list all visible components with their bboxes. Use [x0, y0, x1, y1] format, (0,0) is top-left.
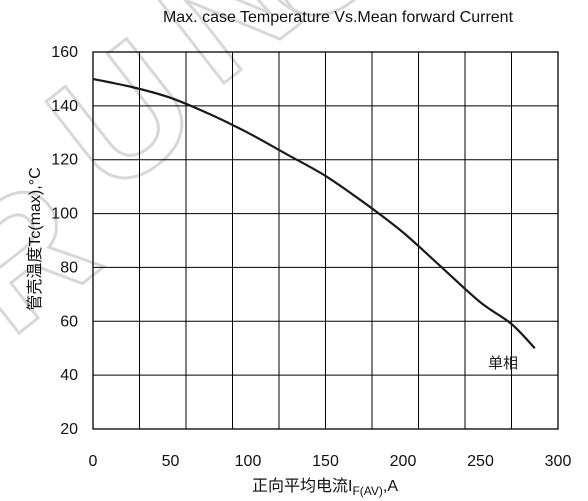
y-tick-label: 40 — [60, 367, 78, 384]
plot-frame — [92, 51, 559, 430]
grid — [93, 52, 558, 429]
y-tick-label: 100 — [51, 206, 78, 223]
x-tick-label: 200 — [390, 453, 417, 470]
x-axis-label-symbol: I — [348, 478, 352, 495]
y-tick-label: 120 — [51, 152, 78, 169]
y-tick-label: 140 — [51, 98, 78, 115]
x-tick-labels: 0 50 100 150 200 250 300 — [89, 453, 572, 470]
x-axis-label-prefix: 正向平均电流 — [252, 477, 348, 495]
x-axis-label: 正向平均电流IF(AV),A — [252, 477, 398, 498]
chart-title: Max. case Temperature Vs.Mean forward Cu… — [163, 9, 514, 26]
y-axis-label: 管壳温度Tc(max),°C — [26, 167, 44, 310]
x-axis-label-subscript: F(AV) — [352, 484, 382, 498]
y-tick-label: 60 — [60, 313, 78, 330]
x-axis-label-suffix: ,A — [383, 478, 398, 495]
x-tick-label: 150 — [312, 453, 339, 470]
x-tick-label: 50 — [162, 453, 180, 470]
series-group — [92, 77, 536, 349]
series-line — [92, 77, 536, 349]
x-tick-label: 100 — [235, 453, 262, 470]
y-tick-label: 160 — [51, 44, 78, 61]
single-phase-annotation: 单相 — [488, 354, 518, 372]
x-tick-label: 300 — [545, 453, 572, 470]
x-tick-label: 0 — [89, 453, 98, 470]
y-tick-label: 80 — [60, 259, 78, 276]
y-tick-labels: 20 40 60 80 100 120 140 160 — [51, 44, 78, 438]
y-tick-label: 20 — [60, 421, 78, 438]
x-tick-label: 250 — [467, 453, 494, 470]
